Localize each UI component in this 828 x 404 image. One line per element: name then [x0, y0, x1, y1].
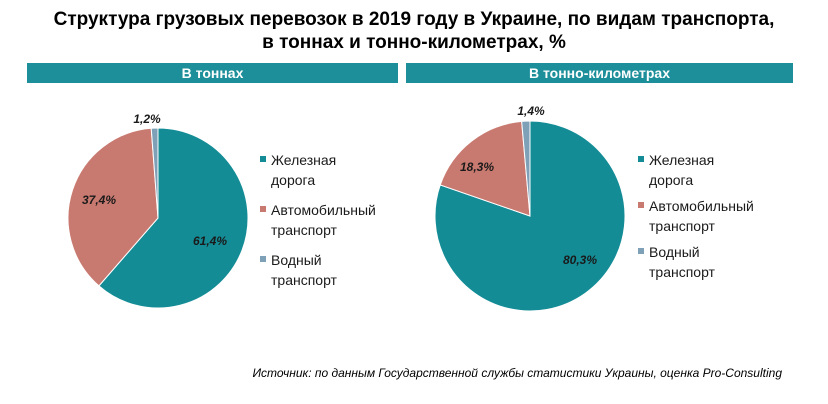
- pie1-legend-swatch-2: [260, 256, 266, 262]
- panel-header-tons: В тоннах: [27, 63, 398, 83]
- pie2-legend-swatch-2: [638, 248, 644, 254]
- pie2-legend-text-2-1: транспорт: [649, 264, 716, 280]
- pie1-legend-text-1-0: Автомобильный: [271, 202, 376, 218]
- chart-title-line1: Структура грузовых перевозок в 2019 году…: [53, 9, 775, 30]
- pie2-legend-text-1-1: транспорт: [649, 218, 716, 234]
- pie2-slice-1: [439, 120, 531, 217]
- pie1-legend-swatch-1: [260, 206, 266, 212]
- pie1-slice-0: [98, 127, 249, 309]
- pie2-value-label-0: 80,3%: [563, 253, 597, 267]
- chart-title: Структура грузовых перевозок в 2019 году…: [0, 8, 828, 54]
- pie1-legend-text-0-0: Железная: [271, 152, 336, 168]
- pie2-slice-2: [521, 120, 531, 217]
- pie2-value-label-1: 18,3%: [460, 160, 494, 174]
- chart-title-line2: в тоннах и тонно-километрах, %: [262, 32, 566, 53]
- pie1-legend-text-2-1: транспорт: [271, 272, 338, 288]
- pie2-legend-swatch-0: [638, 156, 644, 162]
- pie2-legend-swatch-1: [638, 202, 644, 208]
- pie1-value-label-0: 61,4%: [193, 234, 227, 248]
- pie2-slice-0: [434, 120, 626, 312]
- pie1-slice-2: [150, 127, 159, 219]
- pie2-legend-text-0-0: Железная: [649, 152, 714, 168]
- pie1-legend-text-2-0: Водный: [271, 252, 322, 268]
- pie2-legend-text-2-0: Водный: [649, 244, 700, 260]
- pie1-value-label-2: 1,2%: [133, 112, 161, 126]
- pie2-value-label-2: 1,4%: [517, 104, 545, 118]
- pie2-legend-text-0-1: дорога: [649, 172, 693, 188]
- panel-header-ton-km: В тонно-километрах: [406, 63, 793, 83]
- pie1-slice-1: [67, 127, 159, 287]
- source-note: Источник: по данным Государственной служ…: [252, 366, 782, 380]
- pie1-legend-swatch-0: [260, 156, 266, 162]
- pie1-value-label-1: 37,4%: [82, 193, 116, 207]
- pie2-legend-text-1-0: Автомобильный: [649, 198, 754, 214]
- pie1-legend-text-1-1: транспорт: [271, 222, 338, 238]
- pie1-legend-text-0-1: дорога: [271, 172, 315, 188]
